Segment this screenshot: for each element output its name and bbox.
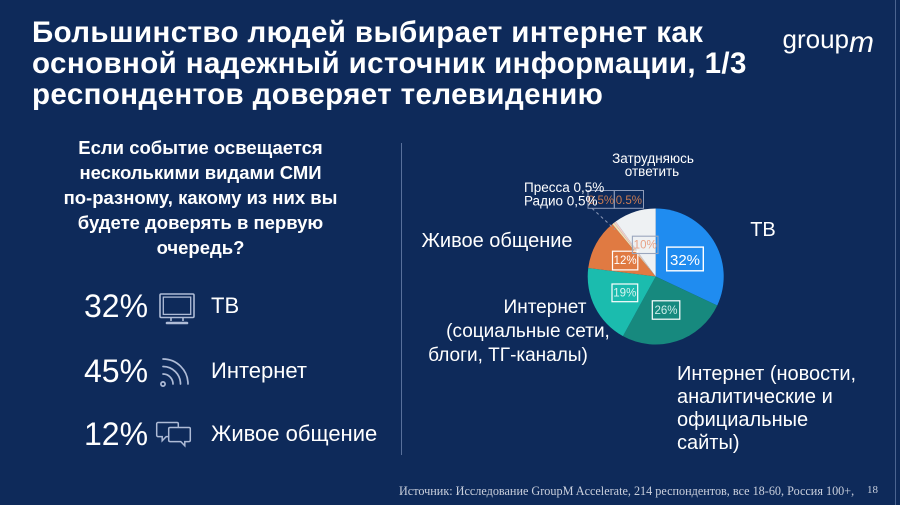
svg-text:(социальные сети,: (социальные сети, — [446, 321, 610, 342]
svg-text:ТВ: ТВ — [750, 219, 776, 241]
svg-text:Интернет (новости,: Интернет (новости, — [677, 363, 856, 385]
svg-text:0.5%: 0.5% — [616, 195, 642, 207]
svg-text:блоги, ТГ-каналы): блоги, ТГ-каналы) — [428, 345, 588, 366]
svg-text:аналитические и: аналитические и — [677, 386, 833, 408]
svg-text:Радио 0,5%: Радио 0,5% — [524, 194, 598, 209]
svg-text:Живое общение: Живое общение — [421, 230, 572, 252]
svg-text:26%: 26% — [654, 305, 677, 317]
svg-text:официальные: официальные — [677, 409, 808, 431]
svg-text:Интернет: Интернет — [504, 297, 587, 318]
svg-text:12%: 12% — [614, 255, 637, 267]
svg-text:сайты): сайты) — [677, 432, 740, 454]
svg-text:ответить: ответить — [625, 164, 679, 179]
svg-text:10%: 10% — [634, 240, 657, 252]
svg-text:32%: 32% — [670, 252, 700, 269]
svg-text:19%: 19% — [613, 288, 636, 300]
